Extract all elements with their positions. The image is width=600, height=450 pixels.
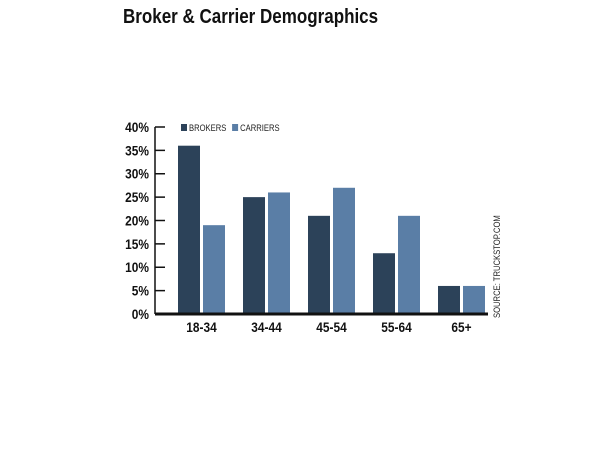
bar-brokers-65+ (438, 285, 460, 314)
bar-carriers-45-54 (333, 187, 355, 314)
x-tick-label: 18-34 (186, 319, 217, 335)
chart-title: Broker & Carrier Demographics (123, 6, 379, 28)
y-tick-label: 15% (125, 236, 149, 252)
x-tick-label: 45-54 (316, 319, 347, 335)
bar-carriers-18-34 (203, 225, 225, 314)
y-tick-label: 25% (125, 189, 149, 205)
source-note: SOURCE: TRUCKSTOP.COM (491, 215, 502, 318)
y-tick-label: 35% (125, 142, 149, 158)
bar-carriers-34-44 (268, 192, 290, 314)
y-tick-label: 20% (125, 213, 149, 229)
legend-swatch-carriers (232, 124, 239, 131)
legend-label-brokers: BROKERS (189, 122, 227, 133)
y-tick-label: 0% (132, 306, 150, 322)
bar-brokers-45-54 (308, 215, 330, 314)
bar-brokers-55-64 (373, 253, 395, 314)
x-tick-label: 55-64 (381, 319, 412, 335)
y-tick-label: 10% (125, 259, 149, 275)
y-tick-label: 5% (132, 283, 150, 299)
legend-swatch-brokers (181, 124, 187, 131)
x-tick-label: 34-44 (251, 319, 282, 335)
bar-brokers-34-44 (243, 197, 265, 314)
y-tick-label: 40% (125, 119, 149, 135)
legend-label-carriers: CARRIERS (240, 122, 280, 133)
bar-carriers-65+ (463, 285, 485, 314)
x-tick-label: 65+ (451, 319, 472, 335)
bar-carriers-55-64 (398, 215, 420, 314)
y-tick-label: 30% (125, 166, 149, 182)
bar-brokers-18-34 (178, 145, 200, 314)
